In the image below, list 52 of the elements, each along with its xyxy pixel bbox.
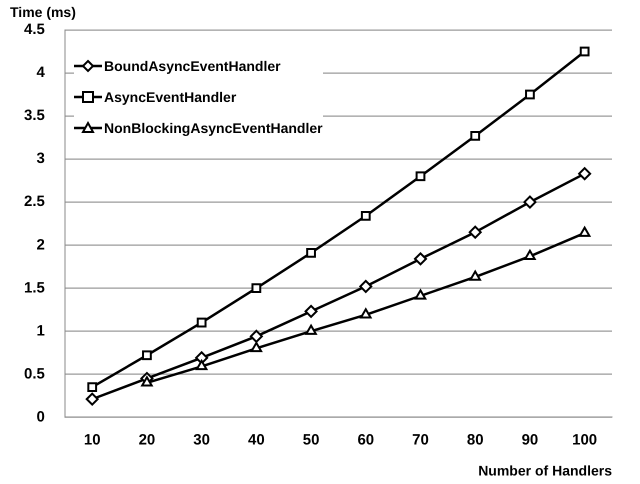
point bbox=[414, 289, 426, 300]
x-tick-label: 80 bbox=[466, 431, 484, 448]
point bbox=[414, 252, 427, 266]
x-tick-label: 20 bbox=[138, 431, 156, 448]
point bbox=[524, 250, 536, 260]
y-tick-label: 0.5 bbox=[24, 365, 45, 382]
point bbox=[525, 90, 535, 100]
y-tick-label: 4 bbox=[36, 64, 46, 82]
x-tick-label: 40 bbox=[248, 431, 265, 448]
point bbox=[305, 324, 317, 335]
point bbox=[306, 248, 316, 258]
point bbox=[250, 342, 262, 352]
x-axis-title: Number of Handlers bbox=[478, 462, 612, 478]
point bbox=[86, 392, 99, 406]
y-tick-label: 3.5 bbox=[24, 107, 45, 124]
point bbox=[142, 350, 152, 360]
y-axis-title: Time (ms) bbox=[10, 4, 76, 20]
y-tick-label: 0 bbox=[36, 408, 45, 426]
x-tick-label: 60 bbox=[357, 431, 374, 448]
y-tick-label: 1 bbox=[36, 322, 45, 340]
point bbox=[196, 360, 208, 370]
legend-label: BoundAsyncEventHandler bbox=[104, 58, 281, 74]
y-tick-label: 4.5 bbox=[24, 21, 45, 38]
point bbox=[469, 270, 481, 281]
point bbox=[360, 308, 372, 319]
point bbox=[470, 130, 480, 141]
x-tick-label: 50 bbox=[302, 431, 320, 448]
point bbox=[196, 318, 207, 328]
point bbox=[416, 171, 426, 182]
point bbox=[359, 280, 372, 293]
point bbox=[304, 304, 318, 318]
point bbox=[250, 330, 263, 343]
point bbox=[141, 376, 153, 387]
point bbox=[578, 226, 590, 237]
point bbox=[468, 226, 482, 239]
x-tick-label: 30 bbox=[193, 431, 210, 448]
y-tick-label: 3 bbox=[36, 150, 45, 168]
point bbox=[580, 46, 590, 56]
point bbox=[87, 382, 98, 392]
y-tick-label: 2 bbox=[36, 236, 45, 254]
x-tick-label: 70 bbox=[412, 431, 429, 448]
legend-label: AsyncEventHandler bbox=[104, 88, 236, 104]
y-tick-label: 1.5 bbox=[24, 279, 45, 296]
legend-label: NonBlockingAsyncEventHandler bbox=[104, 120, 323, 136]
x-tick-label: 100 bbox=[572, 431, 598, 448]
x-tick-label: 90 bbox=[522, 431, 538, 448]
y-tick-label: 2.5 bbox=[24, 193, 45, 210]
point bbox=[251, 283, 262, 294]
x-tick-label: 10 bbox=[84, 431, 101, 448]
point bbox=[578, 167, 592, 180]
point bbox=[523, 196, 536, 209]
point bbox=[360, 210, 371, 221]
